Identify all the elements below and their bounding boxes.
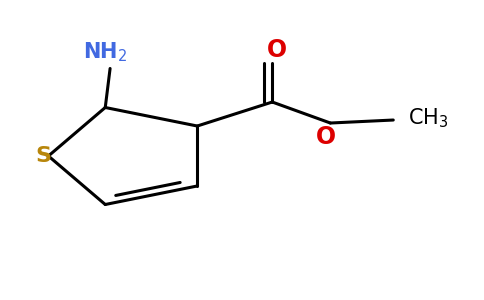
Text: O: O [316, 124, 335, 148]
Text: CH$_3$: CH$_3$ [408, 107, 448, 130]
Text: NH$_2$: NH$_2$ [83, 40, 127, 64]
Text: S: S [35, 146, 52, 166]
Text: O: O [267, 38, 287, 62]
